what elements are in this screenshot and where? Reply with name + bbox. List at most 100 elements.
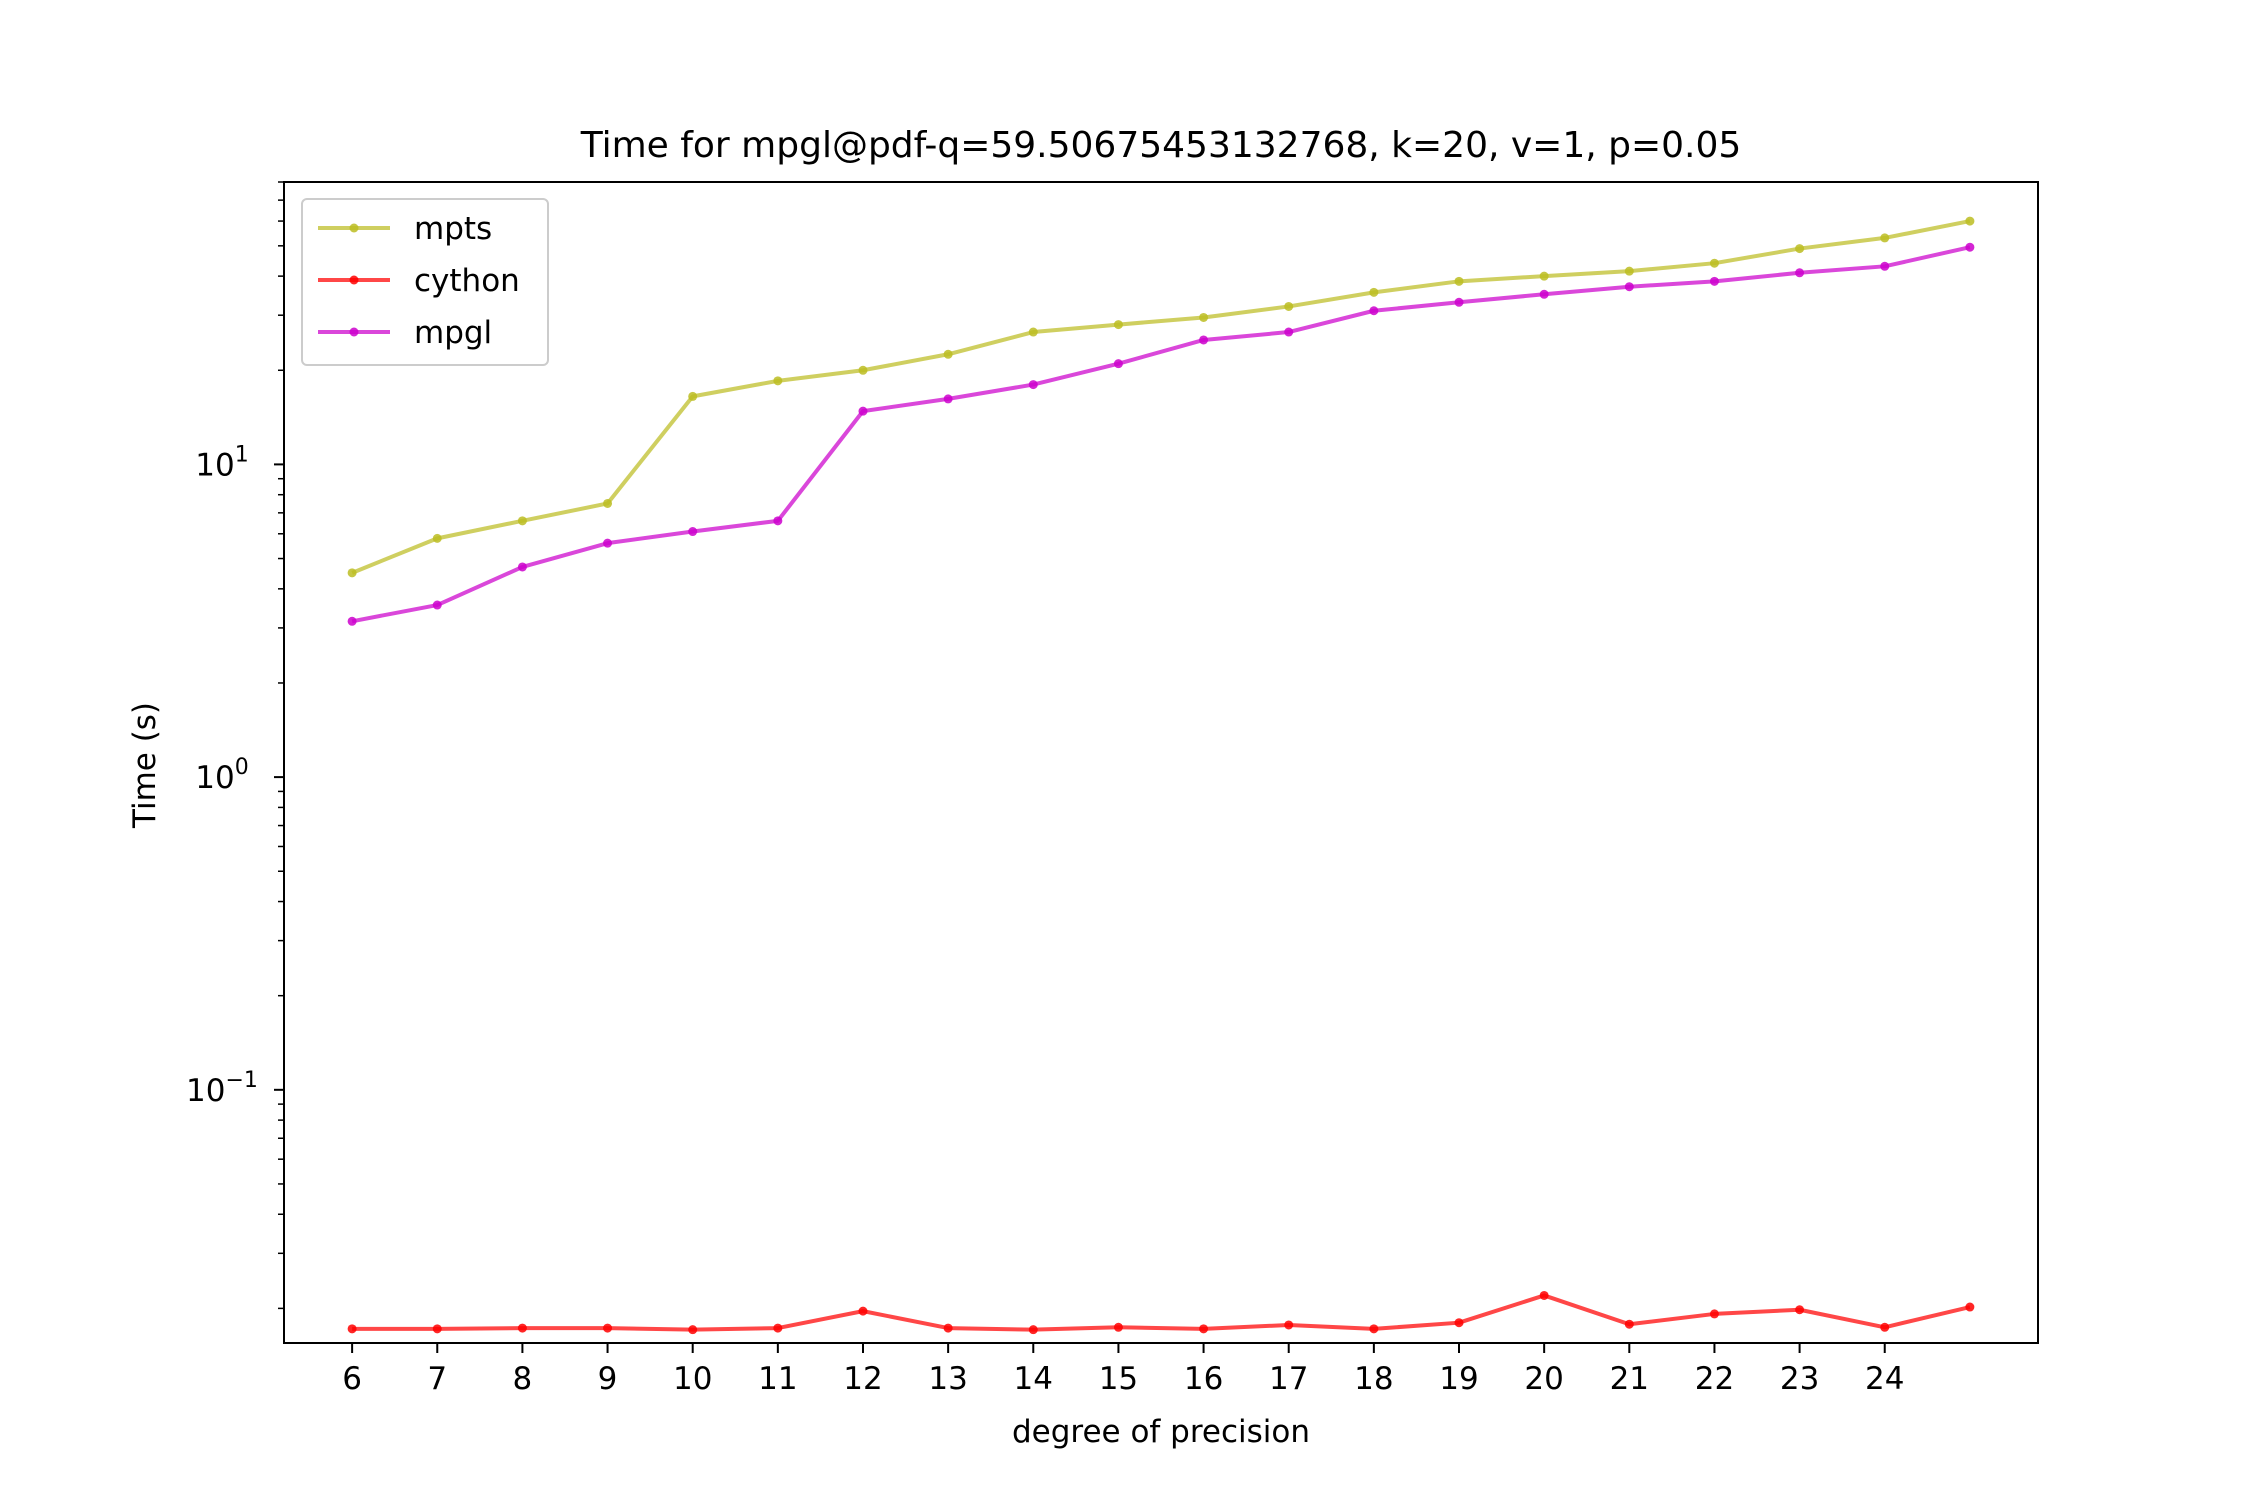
data-point-mpgl (1199, 335, 1209, 345)
data-point-mpts (1539, 271, 1549, 281)
data-point-mpgl (688, 527, 698, 537)
x-axis-label: degree of precision (1012, 1414, 1310, 1450)
x-tick-label: 14 (1014, 1361, 1053, 1397)
x-tick-label: 23 (1780, 1361, 1819, 1397)
data-point-mpgl (347, 616, 357, 626)
legend-marker-mpts (349, 223, 359, 233)
x-tick-label: 8 (513, 1361, 533, 1397)
data-point-cython (858, 1306, 868, 1316)
x-tick-label: 24 (1865, 1361, 1904, 1397)
data-point-mpgl (432, 600, 442, 610)
y-tick-base: 10 (186, 1073, 225, 1109)
y-axis-label: Time (s) (127, 702, 163, 829)
x-tick-label: 20 (1524, 1361, 1563, 1397)
legend-marker-cython (349, 275, 359, 285)
data-point-cython (943, 1323, 953, 1333)
data-point-mpgl (603, 538, 613, 548)
y-tick-label: 100 (195, 755, 248, 796)
data-point-cython (1709, 1309, 1719, 1319)
data-point-cython (1369, 1324, 1379, 1334)
data-point-mpgl (1880, 261, 1890, 271)
data-point-cython (1113, 1322, 1123, 1332)
legend-marker-mpgl (349, 327, 359, 337)
data-point-mpts (1965, 216, 1975, 226)
data-point-mpgl (773, 516, 783, 526)
x-tick-label: 21 (1610, 1361, 1649, 1397)
x-tick-label: 11 (758, 1361, 797, 1397)
legend: mpts cython mpgl (301, 198, 549, 366)
data-point-mpts (1028, 327, 1038, 337)
y-tick-exponent: 1 (235, 442, 249, 467)
data-point-mpgl (1965, 242, 1975, 252)
x-tick-label: 10 (673, 1361, 712, 1397)
series-line-cython (352, 1293, 1971, 1332)
x-tick-label: 22 (1695, 1361, 1734, 1397)
data-point-mpts (603, 498, 613, 508)
x-tick-label: 9 (598, 1361, 618, 1397)
data-point-mpgl (1539, 289, 1549, 299)
data-point-cython (1199, 1324, 1209, 1334)
data-point-cython (347, 1324, 357, 1334)
data-point-mpgl (1028, 380, 1038, 390)
series-line-mpgl (351, 245, 1971, 624)
data-point-mpts (432, 533, 442, 543)
x-tick-label: 17 (1269, 1361, 1308, 1397)
y-tick-base: 10 (195, 447, 234, 483)
data-point-mpgl (1624, 282, 1634, 292)
x-tick-label: 18 (1354, 1361, 1393, 1397)
data-point-mpts (688, 391, 698, 401)
y-tick-label: 101 (195, 442, 248, 483)
data-point-cython (1028, 1325, 1038, 1335)
data-point-cython (1539, 1290, 1549, 1300)
data-point-mpgl (1284, 327, 1294, 337)
data-point-cython (1284, 1320, 1294, 1330)
data-point-mpts (773, 376, 783, 386)
data-point-mpts (517, 516, 527, 526)
y-tick-label: 10−1 (186, 1068, 258, 1109)
data-point-mpts (1113, 320, 1123, 330)
data-point-mpts (1199, 312, 1209, 322)
data-point-mpts (1369, 287, 1379, 297)
x-tick-label: 16 (1184, 1361, 1223, 1397)
x-tick-label: 19 (1439, 1361, 1478, 1397)
x-tick-label: 12 (843, 1361, 882, 1397)
x-tick-label: 6 (342, 1361, 362, 1397)
data-point-mpts (1795, 244, 1805, 254)
data-point-mpgl (1369, 306, 1379, 316)
data-point-cython (1795, 1305, 1805, 1315)
data-point-mpts (1284, 301, 1294, 311)
data-point-cython (1965, 1302, 1975, 1312)
plot-area-frame (283, 181, 2039, 1344)
data-point-mpgl (1454, 297, 1464, 307)
x-tick-label: 7 (427, 1361, 447, 1397)
data-point-mpgl (1795, 268, 1805, 278)
data-point-mpts (1709, 258, 1719, 268)
data-point-mpgl (943, 394, 953, 404)
data-point-cython (603, 1323, 613, 1333)
chart-title: Time for mpgl@pdf-q=59.50675453132768, k… (580, 125, 1742, 166)
y-tick-exponent: 0 (235, 755, 249, 780)
data-point-mpgl (517, 562, 527, 572)
data-point-mpts (858, 365, 868, 375)
legend-label-cython: cython (414, 263, 520, 299)
legend-label-mpgl: mpgl (414, 315, 492, 351)
data-point-mpgl (1113, 359, 1123, 369)
x-axis-ticks: 6 7 8 9 10 11 12 13 14 15 16 17 18 19 20 21 22 23 24 (342, 1343, 1904, 1397)
data-point-mpgl (1709, 276, 1719, 286)
y-tick-exponent: −1 (226, 1068, 258, 1093)
data-point-cython (517, 1323, 527, 1333)
data-point-mpts (943, 349, 953, 359)
data-point-mpgl (858, 406, 868, 416)
data-point-mpts (1880, 233, 1890, 243)
x-tick-label: 13 (928, 1361, 967, 1397)
data-point-cython (688, 1325, 698, 1335)
data-point-cython (773, 1323, 783, 1333)
data-point-cython (1624, 1319, 1634, 1329)
y-tick-base: 10 (195, 760, 234, 796)
data-point-cython (1880, 1322, 1890, 1332)
data-point-mpts (347, 568, 357, 578)
data-point-cython (432, 1324, 442, 1334)
series-layer (347, 216, 1975, 1335)
